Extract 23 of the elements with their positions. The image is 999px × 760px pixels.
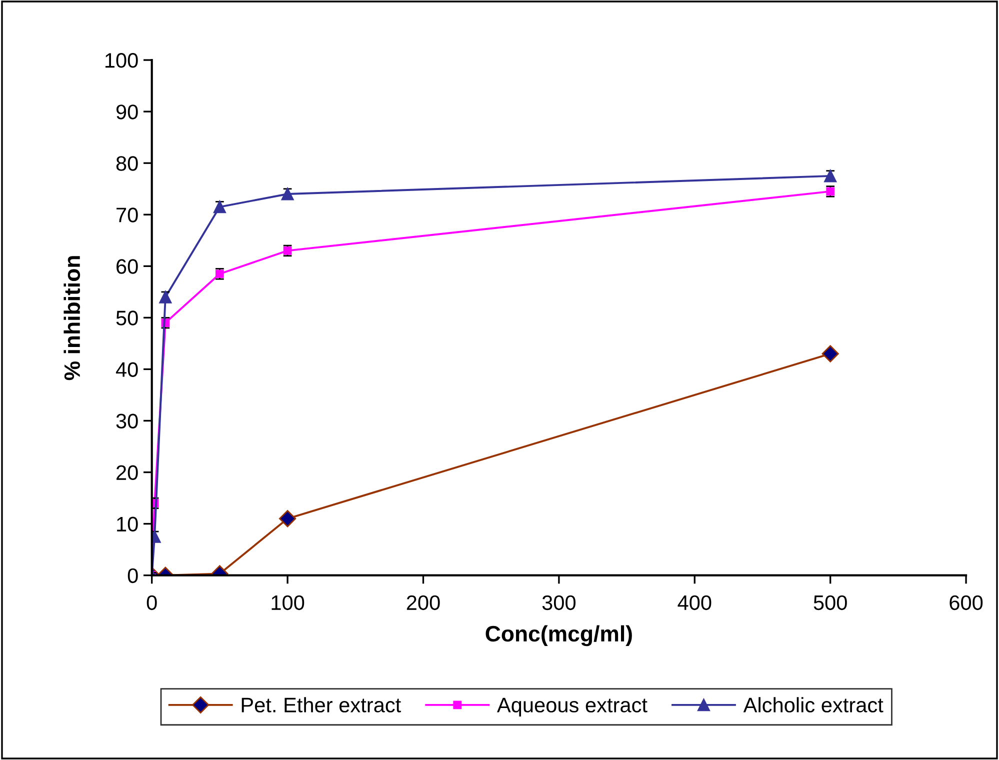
- y-tick-label: 50: [116, 310, 138, 326]
- x-tick-label: 0: [146, 595, 157, 610]
- y-tick-label: 70: [116, 208, 138, 222]
- y-tick-label: 100: [105, 53, 138, 68]
- y-tick-label: 60: [116, 259, 138, 274]
- y-axis-title: % inhibition: [64, 256, 80, 380]
- x-axis-title: Conc(mcg/ml): [486, 625, 632, 646]
- y-tick-label: 80: [116, 156, 138, 171]
- legend-label: Pet. Ether extract: [242, 697, 401, 712]
- x-tick-label: 300: [542, 595, 576, 610]
- y-tick-label: 30: [116, 414, 138, 428]
- x-tick-label: 100: [272, 595, 304, 610]
- x-tick-label: 500: [814, 595, 847, 610]
- y-tick-label: 90: [116, 104, 138, 120]
- y-tick-label: 0: [128, 568, 138, 584]
- x-tick-label: 600: [950, 595, 983, 610]
- x-tick-label: 200: [406, 595, 440, 610]
- x-tick-label: 400: [678, 595, 712, 610]
- legend-label: Alcholic extract: [743, 697, 884, 712]
- y-tick-label: 20: [116, 465, 138, 480]
- legend-label: Aqueous extract: [496, 698, 648, 717]
- y-tick-label: 40: [116, 362, 138, 377]
- y-tick-label: 10: [117, 516, 138, 532]
